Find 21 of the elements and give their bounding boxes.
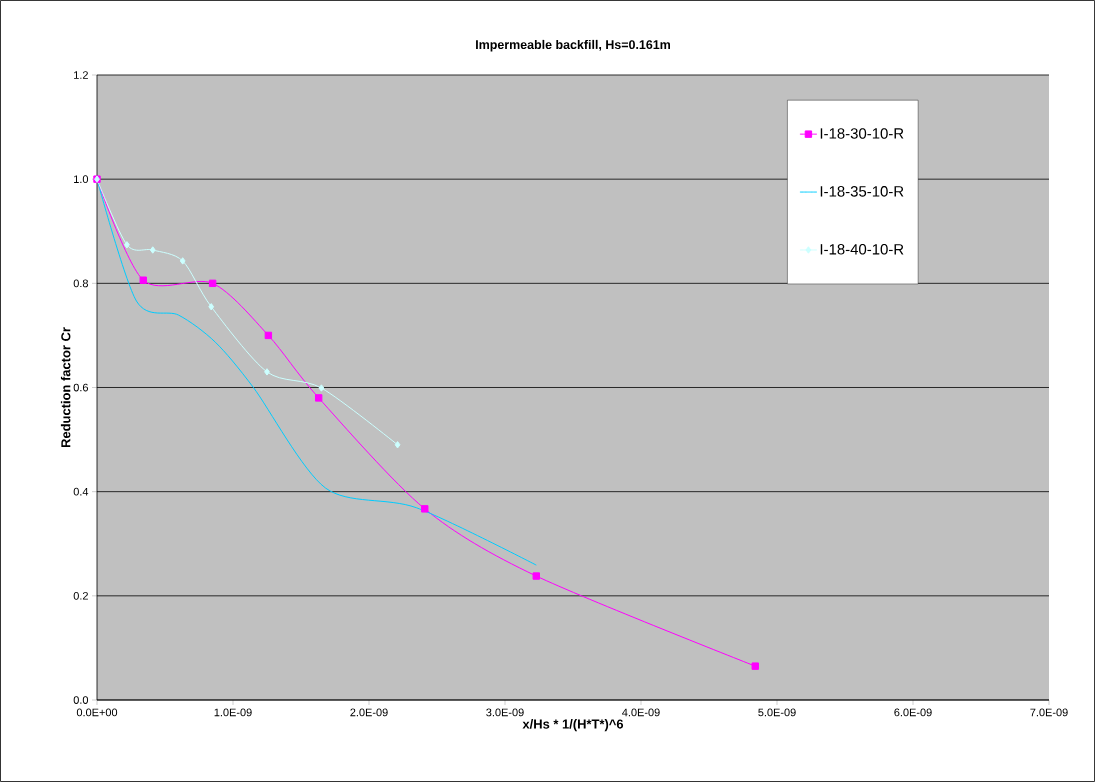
chart-title: Impermeable backfill, Hs=0.161m	[476, 39, 670, 52]
x-tick-label: 2.0E-09	[350, 708, 388, 717]
x-tick-label: 6.0E-09	[894, 708, 932, 717]
y-tick-label: 0.6	[73, 383, 88, 392]
legend-label: I-18-35-10-R	[820, 186, 904, 197]
y-tick-label: 1.0	[74, 175, 89, 184]
y-tick-label: 0.4	[73, 487, 89, 496]
x-axis-title: x/Hs * 1/(H*T*)^6	[522, 719, 624, 732]
y-tick-label: 1.2	[74, 71, 88, 79]
y-axis-title: Reduction factor Cr	[60, 327, 71, 448]
x-tick-label: 5.0E-09	[758, 708, 796, 717]
x-tick-label: 1.0E-09	[214, 708, 252, 717]
x-tick-label: 0.0E+00	[76, 708, 118, 717]
x-tick-label: 3.0E-09	[486, 708, 524, 717]
legend-label: I-18-30-10-R	[820, 128, 904, 139]
y-tick-label: 0.2	[73, 591, 88, 600]
legend-label: I-18-40-10-R	[820, 244, 904, 255]
y-tick-label: 0.0	[73, 696, 89, 704]
y-tick-label: 0.8	[73, 279, 88, 288]
x-tick-label: 4.0E-09	[622, 708, 660, 717]
x-tick-label: 7.0E-09	[1030, 708, 1068, 717]
